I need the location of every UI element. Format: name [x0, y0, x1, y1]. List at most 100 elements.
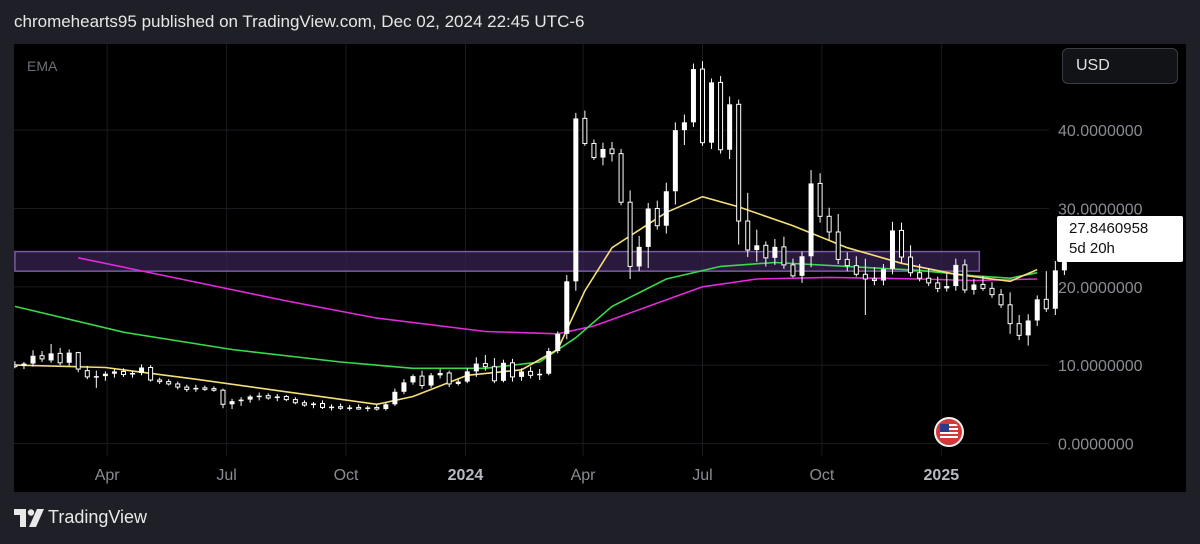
candle-body [880, 268, 886, 281]
candle-body [627, 201, 633, 267]
candle-body [1052, 270, 1058, 309]
candle-body [274, 396, 280, 399]
candle-body [519, 371, 525, 377]
x-tick-label: Apr [95, 467, 121, 484]
candle-body [645, 208, 651, 247]
candle-body [419, 375, 425, 387]
candle-body [39, 355, 45, 360]
candle-body [709, 82, 715, 143]
candle-body [383, 404, 389, 410]
candle-body [428, 375, 434, 386]
candle-body [175, 383, 181, 388]
candle-body [817, 182, 823, 217]
indicator-label[interactable]: EMA [27, 58, 58, 74]
candle-body [718, 81, 724, 151]
candle-body [935, 282, 941, 289]
candle-body [365, 407, 371, 410]
y-tick-label: 20.0000000 [1058, 280, 1143, 297]
candle-body [871, 278, 877, 282]
currency-button[interactable]: USD [1062, 48, 1178, 84]
candle-body [347, 407, 353, 409]
candle-body [1034, 299, 1040, 321]
candle-body [84, 370, 90, 378]
candle-body [926, 277, 932, 284]
candle-body [220, 389, 226, 405]
x-tick-label: Jul [216, 467, 236, 484]
candle-body [826, 215, 832, 233]
candle-body [663, 191, 669, 226]
x-tick-label: Jul [692, 467, 712, 484]
x-tick-label: 2024 [448, 467, 484, 484]
candle-body [600, 148, 606, 158]
x-tick-label: Oct [334, 467, 359, 484]
candle-body [564, 281, 570, 334]
candle-body [211, 388, 217, 391]
candle-body [21, 363, 27, 366]
candle-body [1043, 298, 1049, 310]
candle-body [672, 130, 678, 192]
candle-body [808, 183, 814, 257]
candle-body [48, 353, 54, 361]
footer: TradingView [0, 492, 1200, 544]
candle-body [582, 117, 588, 144]
y-tick-label: 40.0000000 [1058, 123, 1143, 140]
flag-canton [940, 424, 949, 432]
x-tick-label: 2025 [924, 467, 960, 484]
candle-body [899, 229, 905, 258]
candle-body [853, 265, 859, 275]
candle-body [446, 372, 452, 385]
candle-body [464, 371, 470, 382]
ema-mid-line [14, 261, 1038, 370]
candle-body [862, 273, 868, 280]
candle-body [66, 352, 72, 363]
candle-body [754, 245, 760, 250]
candle-body [256, 395, 262, 398]
candle-body [727, 104, 733, 150]
candle-body [618, 153, 624, 203]
candle-body [790, 264, 796, 277]
candle-body [473, 363, 479, 372]
candle-body [157, 379, 163, 383]
candle-body [102, 373, 108, 377]
candle-body [356, 406, 362, 410]
candle-body [148, 366, 154, 381]
tradingview-logo-icon[interactable] [14, 509, 44, 527]
candle-body [763, 244, 769, 259]
last-price-label: 27.8460958 5d 20h [1057, 216, 1183, 262]
candle-body [944, 286, 950, 289]
candle-body [989, 287, 995, 296]
brand-name[interactable]: TradingView [48, 507, 148, 527]
candle-body [546, 351, 552, 374]
x-tick-label: Apr [571, 467, 597, 484]
candle-body [573, 118, 579, 282]
candle-body [528, 370, 534, 376]
candle-body [75, 352, 81, 370]
candle-body [410, 376, 416, 383]
candle-body [510, 362, 516, 378]
candle-body [835, 231, 841, 260]
candle-body [229, 401, 235, 405]
candle-body [1016, 323, 1022, 336]
candle-body [537, 373, 543, 376]
candle-body [555, 333, 561, 352]
y-tick-label: 30.0000000 [1058, 201, 1143, 218]
candle-body [889, 230, 895, 269]
candle-body [329, 406, 335, 409]
candle-body [491, 366, 497, 382]
candle-body [772, 246, 778, 258]
candle-body [799, 256, 805, 276]
candle-body [238, 399, 244, 402]
candle-body [265, 395, 271, 399]
x-tick-label: Oct [809, 467, 834, 484]
candle-body [962, 264, 968, 291]
candle-body [283, 395, 289, 401]
candle-body [654, 207, 660, 227]
candlestick-chart[interactable]: 0.0000000 10.0000000 20.0000000 30.0000000 4… [14, 44, 1186, 492]
candle-body [247, 396, 253, 400]
us-flag-icon[interactable] [934, 417, 964, 447]
ema-short-line [14, 195, 1038, 406]
candle-body [202, 387, 208, 390]
candle-body [745, 220, 751, 251]
candle-body [437, 372, 443, 376]
chart-area[interactable]: 0.0000000 10.0000000 20.0000000 30.0000000 4… [14, 44, 1186, 492]
